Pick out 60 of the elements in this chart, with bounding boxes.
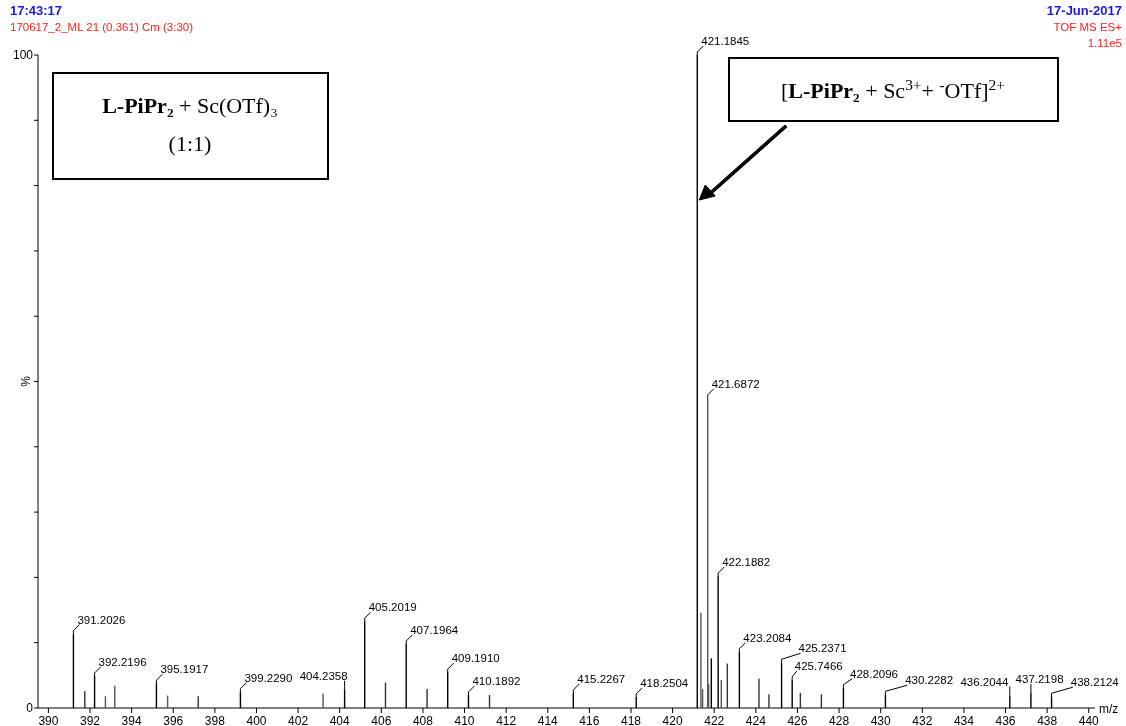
x-tick-label: 398 xyxy=(204,714,226,726)
x-tick-label: 424 xyxy=(745,714,767,726)
annotation: 399.2290 xyxy=(244,671,293,684)
x-tick-label: 422 xyxy=(704,714,725,726)
annotation: 415.2267 xyxy=(577,672,626,685)
annotation: 425.2371 xyxy=(798,642,847,655)
x-tick-label: 390 xyxy=(38,714,59,726)
text: 17-Jun-2017 xyxy=(1046,3,1122,18)
x-tick-label: 396 xyxy=(163,714,184,726)
x-tick-label: 408 xyxy=(412,714,434,726)
x-tick-label: 414 xyxy=(537,714,559,726)
annotation: 436.2044 xyxy=(960,675,1009,688)
annotation: 395.1917 xyxy=(160,663,209,676)
chart-title: 17:43:17 xyxy=(10,3,63,18)
x-tick-label: 430 xyxy=(870,714,892,726)
x-tick-label: 412 xyxy=(496,714,517,726)
x-tick-label: 400 xyxy=(246,714,267,726)
annotation: 423.2084 xyxy=(743,631,792,644)
x-tick-label: 426 xyxy=(787,714,808,726)
x-tick-label: 418 xyxy=(620,714,642,726)
text: 1.11e5 xyxy=(1087,37,1122,49)
x-tick-label: 428 xyxy=(829,714,850,726)
x-tick-label: 416 xyxy=(579,714,600,726)
annotation: 404.2358 xyxy=(299,669,348,682)
x-tick-label: 392 xyxy=(80,714,101,726)
annotation: 421.1845 xyxy=(701,35,750,47)
x-tick-label: 404 xyxy=(329,714,351,726)
annotation: 425.7466 xyxy=(794,659,843,672)
x-tick-label: 394 xyxy=(121,714,142,726)
annotation: 407.1964 xyxy=(410,624,459,637)
chart-subtitle: 170617_2_ML 21 (0.361) Cm (3:30) xyxy=(10,21,194,33)
annotation: 437.2198 xyxy=(1015,672,1064,685)
y-axis-title: % xyxy=(19,375,33,387)
annotation: 405.2019 xyxy=(368,601,417,614)
annotation: 391.2026 xyxy=(77,613,126,626)
annotation: (1:1) xyxy=(168,131,212,156)
text: TOF MS ES+ xyxy=(1053,21,1123,33)
annotation: L-PiPr₂ + Sc(OTf)₃ xyxy=(102,93,278,118)
x-tick-label: 410 xyxy=(454,714,475,726)
annotation: 392.2196 xyxy=(98,656,147,668)
x-tick-label: 438 xyxy=(1037,714,1058,726)
x-tick-label: 440 xyxy=(1078,714,1100,726)
x-axis-title: m/z xyxy=(1099,702,1119,716)
x-tick-label: 402 xyxy=(288,714,309,726)
annotation: 430.2282 xyxy=(905,674,954,687)
x-tick-label: 406 xyxy=(371,714,392,726)
annotation: 422.1882 xyxy=(722,556,771,569)
annotation: 438.2124 xyxy=(1070,676,1120,689)
annotation: 421.6872 xyxy=(711,377,760,390)
x-tick-label: 432 xyxy=(912,714,933,726)
y-tick-label: 0 xyxy=(26,701,34,715)
annotation: 409.1910 xyxy=(451,652,500,665)
annotation: 428.2096 xyxy=(850,667,898,680)
y-tick-label: 100 xyxy=(12,48,34,62)
annotation: 410.1892 xyxy=(472,674,521,687)
annotation: [L-PiPr₂ + Sc$^{3+}$+ $^{-}$OTf]$^{2+}$ xyxy=(781,75,1005,103)
x-tick-label: 434 xyxy=(953,714,975,726)
annotation: 418.2504 xyxy=(640,676,689,689)
x-tick-label: 436 xyxy=(995,714,1016,726)
x-tick-label: 420 xyxy=(662,714,683,726)
